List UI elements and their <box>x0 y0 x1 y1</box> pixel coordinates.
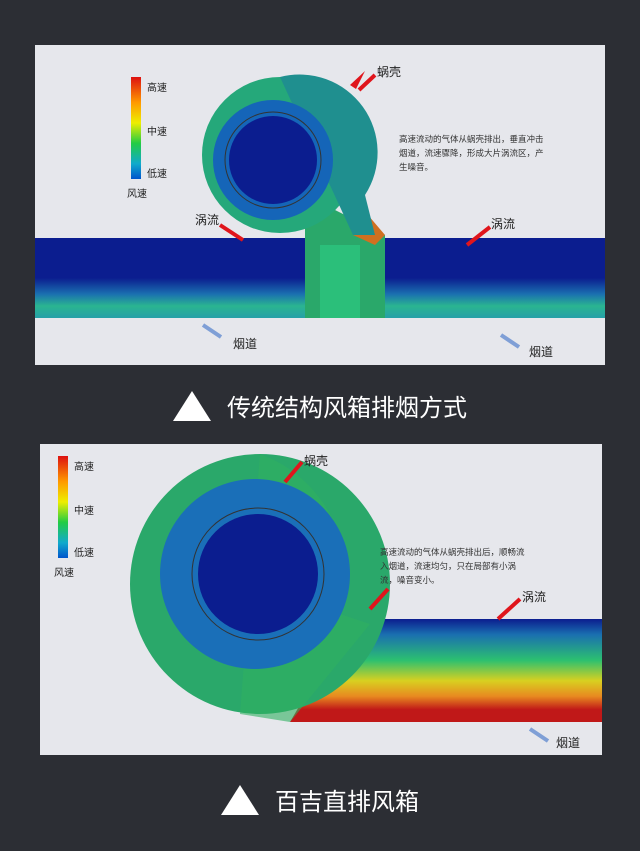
label-vortex-left: 涡流 <box>195 213 220 227</box>
speed-legend-bar <box>131 77 141 179</box>
legend-mid: 中速 <box>74 506 94 517</box>
description-note: 高速流动的气体从蜗壳排出，垂直冲击烟道，流速骤降，形成大片涡流区，产生噪音。 <box>399 135 544 173</box>
traditional-simulation-image: 高速 中速 低速 风速 蜗壳 涡流 涡流 烟道 烟道 高速流动的气体从蜗壳排出，… <box>35 45 605 365</box>
cfd-field-traditional <box>35 71 605 349</box>
legend-title: 风速 <box>54 568 74 579</box>
legend-low: 低速 <box>74 548 94 559</box>
cfd-field-direct <box>58 454 602 743</box>
caption-text: 百吉直排风箱 <box>275 788 419 816</box>
legend-low: 低速 <box>147 169 167 180</box>
legend-mid: 中速 <box>147 127 167 138</box>
legend-title: 风速 <box>127 189 147 200</box>
direct-exhaust-simulation-image: 高速 中速 低速 风速 蜗壳 涡流 烟道 高速流动的气体从蜗壳排出后，顺畅流入烟… <box>40 444 602 755</box>
label-flue-right: 烟道 <box>529 345 554 359</box>
label-volute: 蜗壳 <box>377 65 402 79</box>
label-flue-left: 烟道 <box>233 337 258 351</box>
description-note: 高速流动的气体从蜗壳排出后，顺畅流入烟道，流速均匀，只在局部有小涡流，噪音变小。 <box>380 548 525 586</box>
triangle-icon <box>221 784 259 815</box>
caption-text: 传统结构风箱排烟方式 <box>227 394 467 422</box>
legend-high: 高速 <box>147 83 167 94</box>
label-flue: 烟道 <box>556 736 581 750</box>
red-arrow <box>350 71 365 89</box>
label-vortex: 涡流 <box>522 590 547 604</box>
caption-traditional: 传统结构风箱排烟方式 <box>0 388 640 423</box>
triangle-icon <box>173 390 211 421</box>
label-volute: 蜗壳 <box>304 454 329 468</box>
legend-high: 高速 <box>74 462 94 473</box>
speed-legend-bar <box>58 456 68 558</box>
caption-direct: 百吉直排风箱 <box>0 782 640 817</box>
label-vortex-right: 涡流 <box>491 217 516 231</box>
